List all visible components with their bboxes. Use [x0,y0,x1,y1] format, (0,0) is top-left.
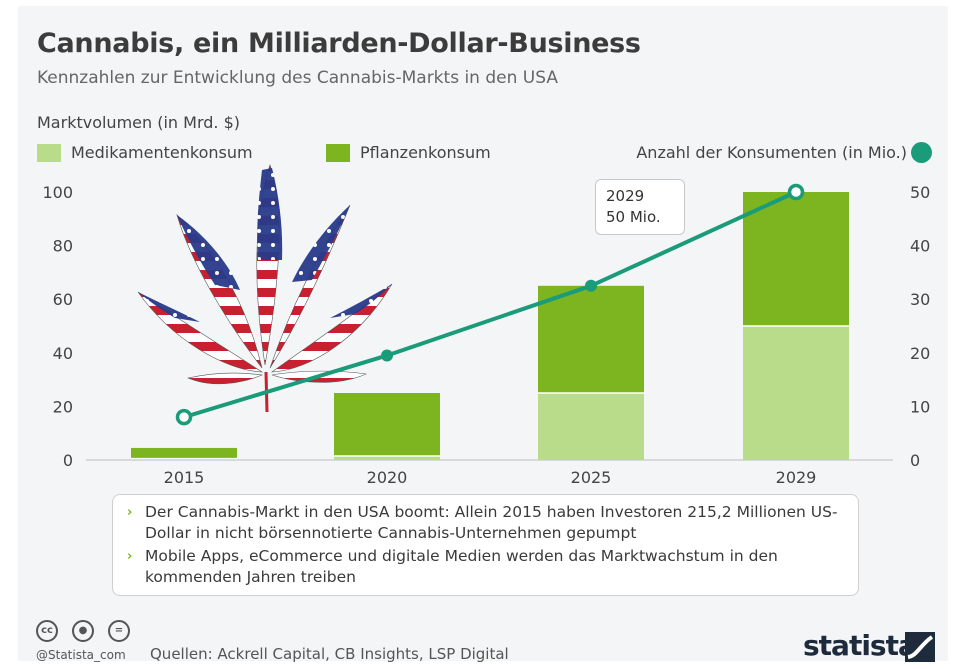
chart-subtitle: Kennzahlen zur Entwicklung des Cannabis-… [37,68,558,88]
consumers-point [787,183,805,201]
sources-text: Quellen: Ackrell Capital, CB Insights, L… [150,645,509,663]
legend-label-plant: Pflanzenkonsum [360,143,491,162]
y-axis-label: Marktvolumen (in Mrd. $) [37,113,240,132]
y2-tick-label: 10 [910,397,930,416]
statista-logo[interactable]: statista [803,629,917,662]
bar-pflanzenkonsum [743,192,849,326]
annotation-line-2: 50 Mio. [606,208,661,226]
notes-box: › Der Cannabis-Markt in den USA boomt: A… [112,494,859,596]
chevron-right-icon: › [127,505,133,520]
legend-swatch-medical [37,144,61,162]
consumers-point [175,408,193,426]
legend-swatch-plant [326,144,350,162]
legend-label-medical: Medikamentenkonsum [71,143,253,162]
y2-tick-label: 0 [910,451,920,470]
note-text: Mobile Apps, eCommerce und digitale Medi… [145,547,778,586]
bar-medikamentenkonsum [334,455,440,460]
annotation-callout: 2029 50 Mio. [595,179,685,235]
x-tick-label: 2015 [164,468,205,487]
legend-label-consumers: Anzahl der Konsumenten (in Mio.) [636,143,907,162]
x-tick-label: 2025 [571,468,612,487]
chart-title: Cannabis, ein Milliarden-Dollar-Business [37,28,641,59]
annotation-line-1: 2029 [606,187,645,205]
legend-item-plant: Pflanzenkonsum [326,142,536,164]
x-tick-label: 2020 [367,468,408,487]
y-tick-label: 100 [42,183,73,202]
y2-tick-label: 50 [910,183,930,202]
legend-item-medical: Medikamentenkonsum [37,142,297,164]
statista-logo-icon [905,632,935,662]
statista-handle[interactable]: @Statista_com [36,648,126,662]
chevron-right-icon: › [127,549,133,564]
y-tick-label: 40 [53,344,73,363]
bar-pflanzenkonsum [538,285,644,393]
note-item: › Mobile Apps, eCommerce und digitale Me… [127,546,844,588]
y2-tick-label: 30 [910,290,930,309]
note-text: Der Cannabis-Markt in den USA boomt: All… [145,503,838,542]
consumers-line [183,190,797,420]
bar-pflanzenkonsum [131,447,237,459]
y-tick-label: 20 [53,397,73,416]
x-tick-label: 2029 [776,468,817,487]
y2-tick-label: 40 [910,237,930,256]
consumers-point [585,279,597,292]
y-tick-label: 80 [53,237,73,256]
y-tick-label: 60 [53,290,73,309]
y-tick-label: 0 [63,451,73,470]
note-item: › Der Cannabis-Markt in den USA boomt: A… [127,502,844,544]
no-derivatives-icon[interactable]: = [108,620,130,642]
legend-marker-consumers [911,142,932,163]
y2-tick-label: 20 [910,344,930,363]
cannabis-flag-leaf-icon [137,164,393,413]
bar-pflanzenkonsum [334,393,440,456]
attribution-icon[interactable]: ● [72,620,94,642]
creative-commons-icon[interactable]: cc [36,620,58,642]
consumers-point [381,349,393,362]
bar-medikamentenkonsum [538,393,644,460]
bar-medikamentenkonsum [743,326,849,460]
